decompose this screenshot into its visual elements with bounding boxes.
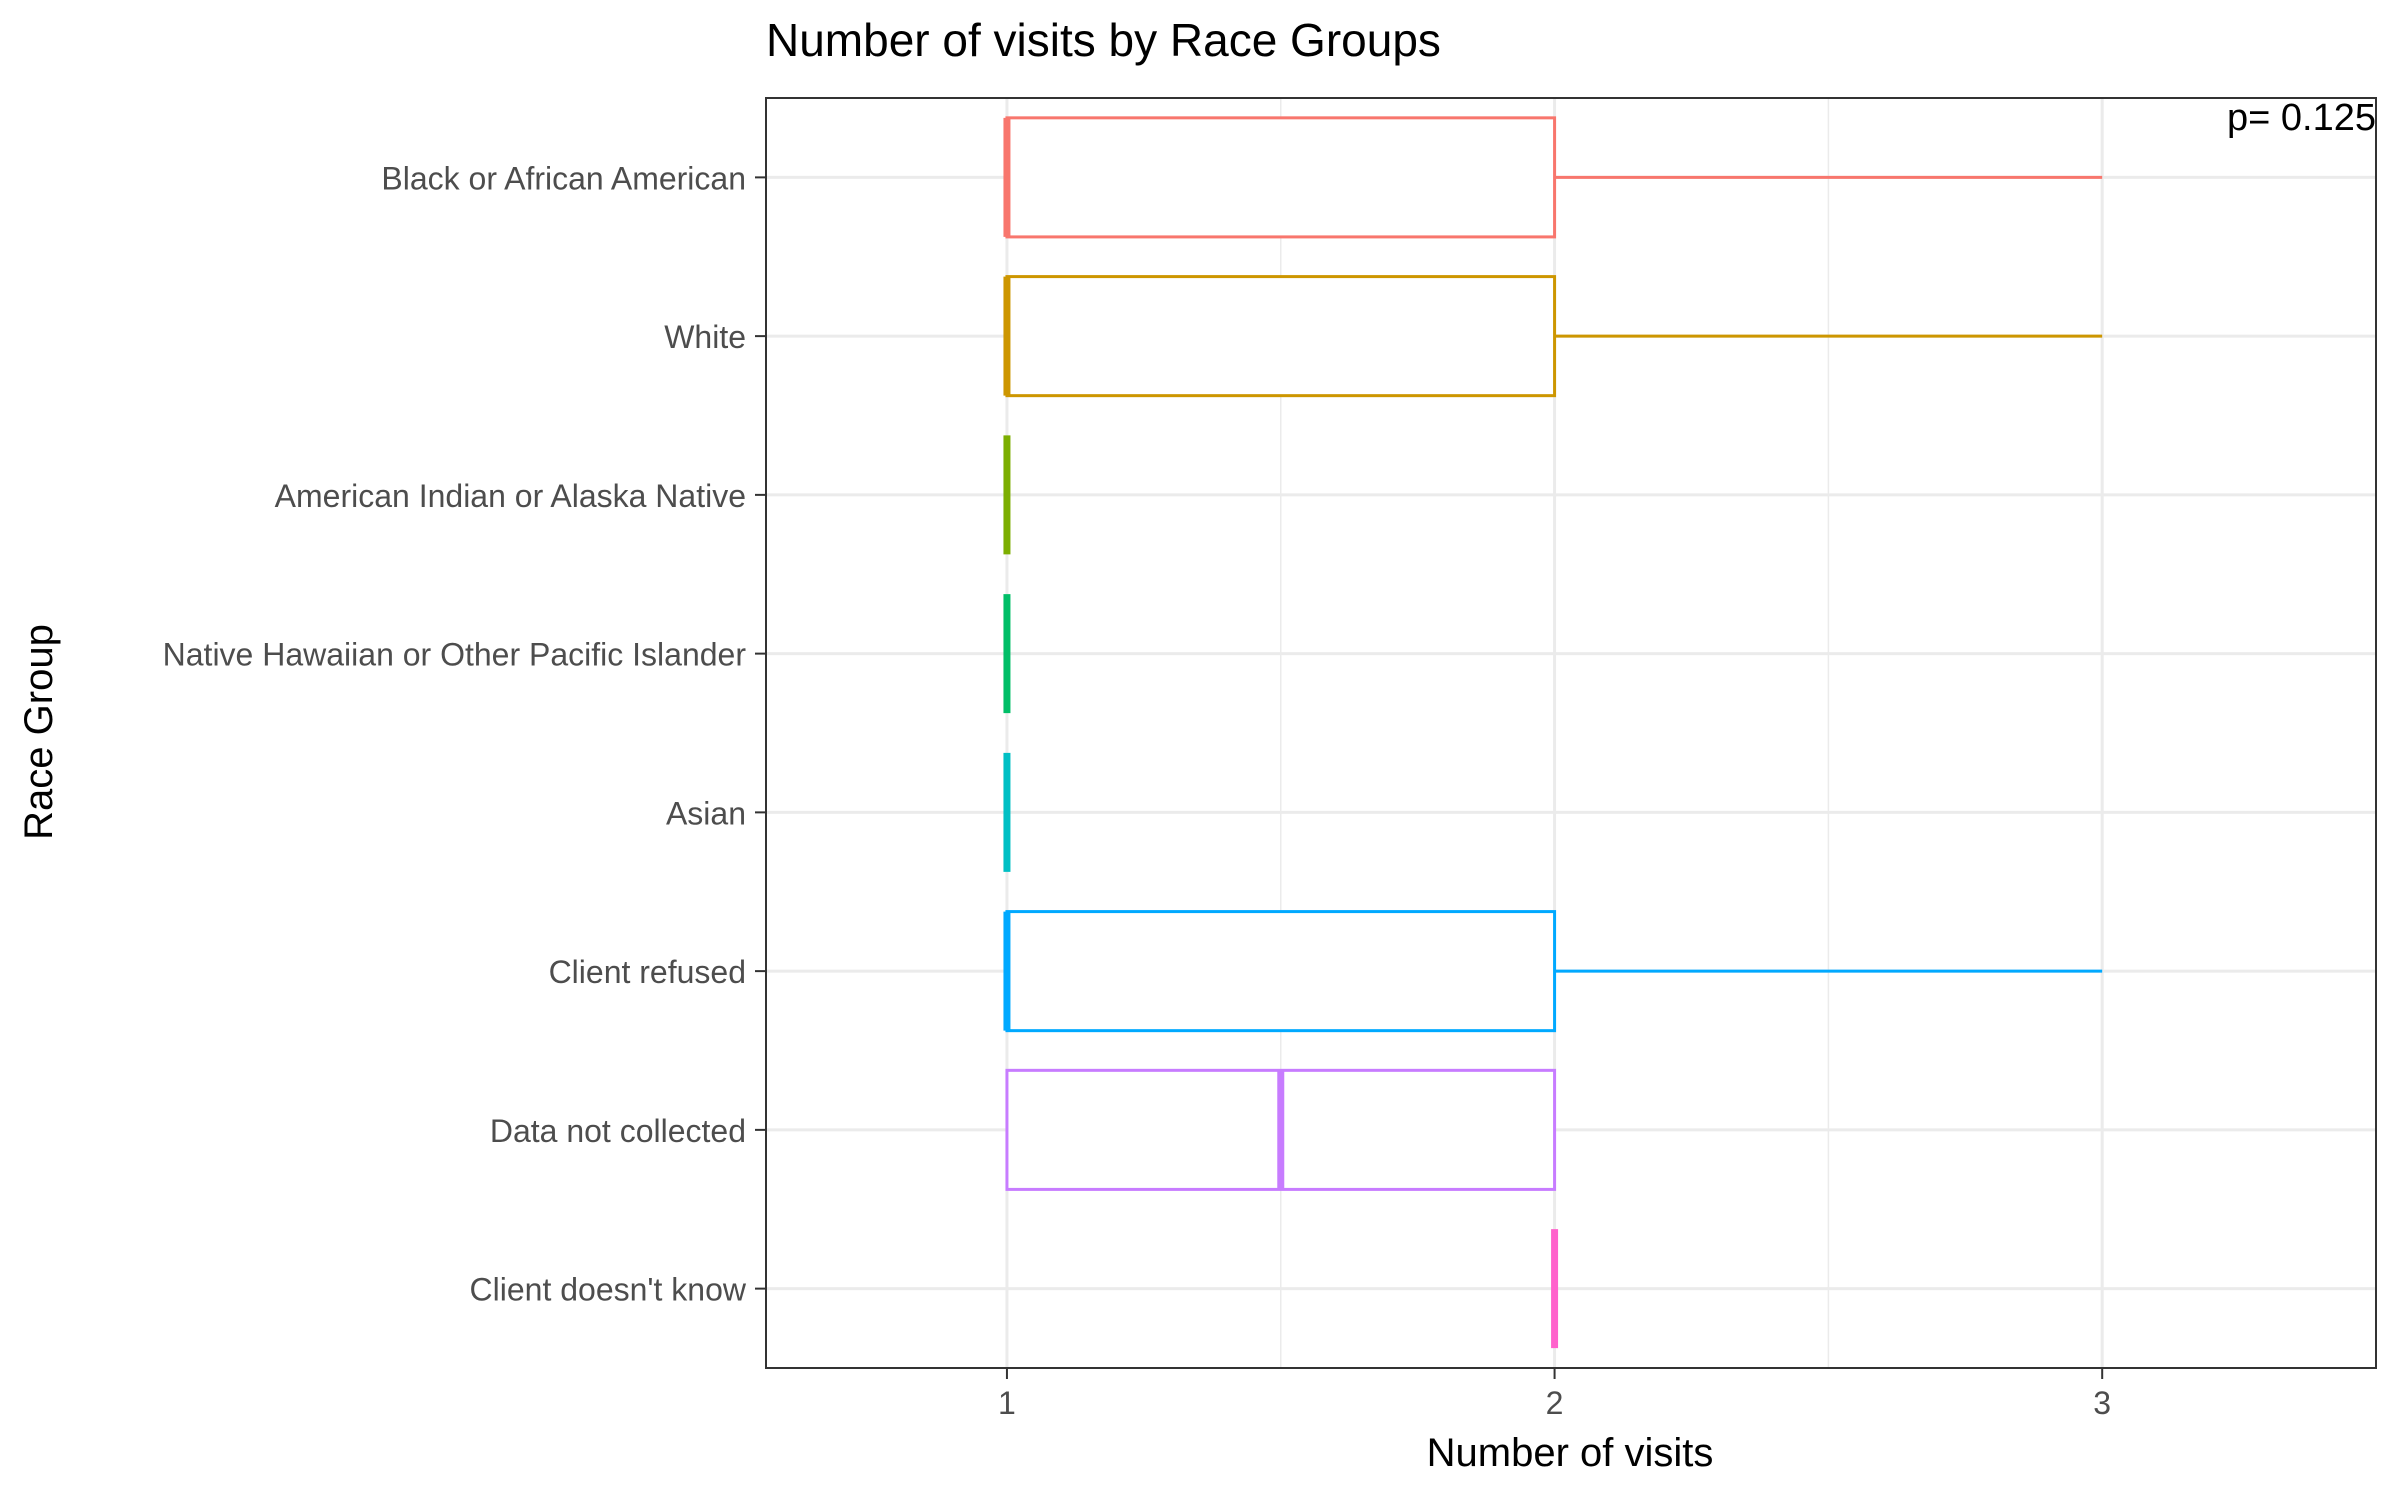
- y-tick-label: Asian: [666, 795, 746, 831]
- box-1: [1003, 275, 2103, 398]
- iqr-box: [1005, 275, 1557, 398]
- box-6: [1005, 1068, 1557, 1191]
- x-tick-label: 3: [2093, 1385, 2111, 1421]
- axis-layer: Black or African American White American I…: [163, 160, 2111, 1421]
- iqr-box: [1005, 116, 1557, 239]
- y-tick-label: White: [664, 319, 746, 355]
- y-tick-label: Black or African American: [381, 160, 746, 196]
- box-0: [1003, 116, 2103, 239]
- y-tick-label: Data not collected: [490, 1113, 746, 1149]
- y-axis-title: Race Group: [17, 624, 61, 840]
- y-tick-label: American Indian or Alaska Native: [275, 478, 746, 514]
- y-tick-label: Client doesn't know: [470, 1272, 747, 1308]
- x-tick-label: 1: [998, 1385, 1016, 1421]
- box-layer: [1003, 116, 2103, 1349]
- chart-title: Number of visits by Race Groups: [766, 14, 1441, 66]
- x-tick-label: 2: [1546, 1385, 1564, 1421]
- p-value-annotation: p= 0.125: [2227, 97, 2376, 139]
- y-tick-label: Client refused: [549, 954, 746, 990]
- iqr-box: [1005, 910, 1557, 1033]
- panel-border: [765, 97, 2377, 1369]
- y-tick-label: Native Hawaiian or Other Pacific Islande…: [163, 637, 747, 673]
- box-5: [1003, 910, 2103, 1033]
- x-axis-title: Number of visits: [1427, 1431, 1714, 1475]
